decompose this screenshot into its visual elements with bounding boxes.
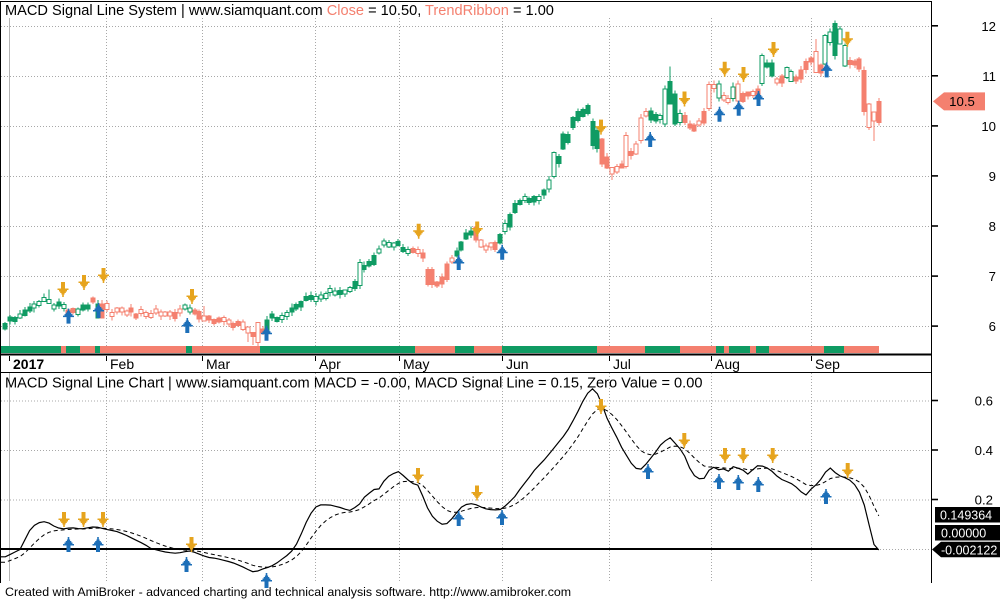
svg-text:MACD Signal Line Chart | www.s: MACD Signal Line Chart | www.siamquant.c… (5, 376, 702, 392)
svg-text:12: 12 (981, 19, 996, 34)
svg-text:10.5: 10.5 (949, 94, 975, 109)
svg-text:Sep: Sep (815, 356, 840, 372)
svg-text:Feb: Feb (110, 356, 134, 372)
svg-text:0.6: 0.6 (975, 394, 993, 409)
svg-text:May: May (403, 356, 429, 372)
svg-text:11: 11 (982, 69, 996, 84)
svg-text:9: 9 (989, 169, 996, 184)
svg-text:-0.002122: -0.002122 (941, 544, 997, 558)
svg-text:Jun: Jun (506, 356, 529, 372)
svg-text:2017: 2017 (13, 356, 44, 372)
svg-text:0.4: 0.4 (975, 443, 993, 458)
svg-text:Jul: Jul (613, 356, 631, 372)
svg-text:Aug: Aug (715, 356, 740, 372)
svg-text:0.00000: 0.00000 (941, 527, 986, 541)
svg-text:Created with AmiBroker - advan: Created with AmiBroker - advanced charti… (5, 585, 571, 599)
svg-text:8: 8 (989, 219, 996, 234)
svg-text:6: 6 (989, 319, 996, 334)
svg-text:Apr: Apr (319, 356, 341, 372)
svg-text:MACD Signal Line System | www.: MACD Signal Line System | www.siamquant.… (5, 3, 554, 19)
svg-text:0.149364: 0.149364 (940, 509, 992, 523)
svg-text:Mar: Mar (206, 356, 230, 372)
svg-text:10: 10 (981, 119, 996, 134)
svg-text:7: 7 (989, 269, 996, 284)
svg-text:0.2: 0.2 (975, 493, 993, 508)
